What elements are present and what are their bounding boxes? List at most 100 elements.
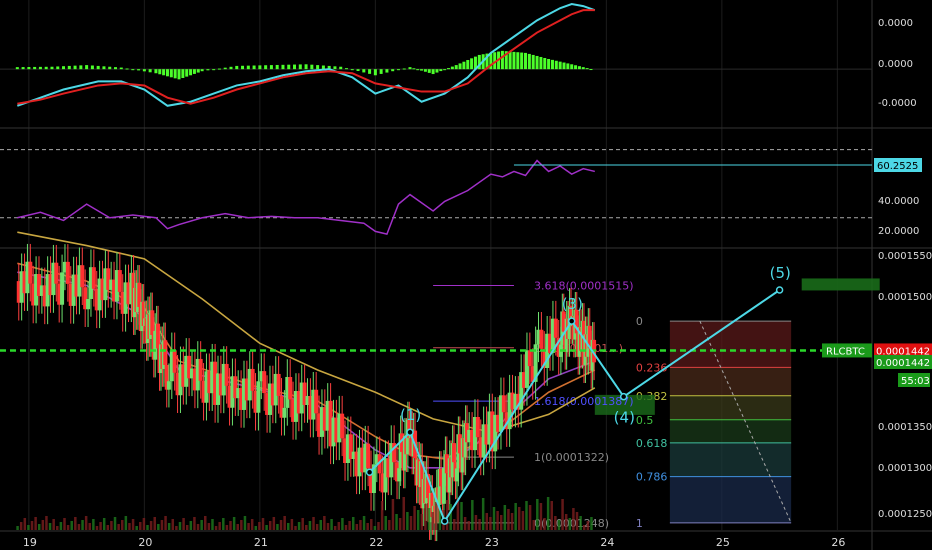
candle-body	[319, 407, 324, 437]
volume-bar	[88, 523, 92, 530]
rsi-y-tick-label: 40.0000	[878, 196, 919, 207]
volume-bar	[478, 519, 481, 530]
candle-body	[496, 414, 501, 432]
volume-bar	[359, 520, 362, 530]
volume-bar	[550, 501, 553, 530]
candle-body	[54, 262, 59, 284]
candle-body	[457, 434, 462, 454]
volume-bar	[294, 526, 297, 530]
volume-bar	[507, 509, 510, 530]
macd-histogram-bar	[298, 64, 302, 70]
candle-body	[71, 274, 76, 306]
volume-bar	[247, 523, 250, 530]
volume-bar	[305, 525, 308, 530]
candle-body	[178, 364, 183, 396]
candle-body	[80, 265, 85, 288]
volume-bar	[572, 508, 575, 530]
macd-histogram-bar	[527, 53, 531, 70]
macd-histogram-bar	[212, 69, 216, 71]
macd-histogram-bar	[62, 66, 66, 70]
macd-histogram-bar	[470, 58, 474, 70]
macd-y-tick-label: 0.0000	[878, 59, 913, 70]
volume-bar	[290, 519, 294, 530]
elliott-wave-label: (3)	[562, 295, 583, 313]
macd-histogram-bar	[185, 69, 189, 77]
candle-body	[267, 383, 272, 415]
candle-body	[548, 333, 553, 353]
volume-bar	[489, 517, 492, 530]
volume-bar	[146, 525, 149, 530]
volume-bar	[373, 526, 377, 530]
x-tick-label: 23	[485, 536, 499, 549]
candle-body	[150, 310, 155, 335]
fib-retracement-band	[669, 476, 792, 523]
candle-body	[94, 288, 99, 311]
macd-histogram-bar	[550, 59, 554, 70]
fib-extension-label: 1(0.0001322)	[534, 451, 609, 464]
macd-histogram-bar	[223, 67, 227, 70]
volume-bar	[546, 497, 550, 530]
macd-histogram-bar	[396, 69, 400, 71]
volume-bar	[536, 499, 539, 530]
candle-body	[493, 414, 498, 452]
candle-body	[120, 291, 125, 314]
candle-body	[369, 468, 374, 493]
volume-bar	[63, 518, 66, 530]
volume-bar	[106, 525, 110, 530]
candle-body	[91, 267, 96, 289]
fib-retracement-label: 0.236	[636, 361, 668, 374]
candle-body	[386, 458, 391, 478]
macd-histogram-bar	[416, 69, 420, 71]
candle-body	[444, 454, 449, 474]
candle-body	[299, 382, 304, 414]
macd-histogram-bar	[385, 69, 389, 73]
fib-retracement-label: 0.786	[636, 471, 668, 484]
volume-bar	[240, 520, 243, 530]
volume-bar	[409, 516, 413, 530]
macd-histogram-bar	[321, 65, 325, 70]
candle-body	[100, 278, 105, 301]
macd-histogram-bar	[508, 51, 512, 70]
rsi-value-label: 60.2525	[877, 161, 918, 172]
macd-histogram-bar	[125, 68, 129, 70]
candle-body	[233, 376, 238, 399]
macd-histogram-bar	[264, 65, 268, 70]
rsi-value-tag	[874, 158, 922, 172]
candle-body	[172, 350, 177, 373]
elliott-wave-point	[619, 392, 628, 401]
macd-histogram-bar	[439, 69, 443, 72]
volume-bar	[232, 517, 236, 530]
price-y-tick-label: 0.0001550	[878, 251, 932, 262]
candle-body	[542, 348, 547, 368]
candle-body	[530, 366, 535, 382]
candle-body	[561, 311, 566, 332]
candle-body	[163, 340, 168, 365]
fib-retracement-label: 0.5	[636, 414, 654, 427]
macd-histogram-bar	[27, 67, 31, 70]
volume-bar	[330, 519, 333, 530]
candle-body	[262, 371, 267, 394]
candle-body	[366, 443, 371, 469]
candle-body	[348, 434, 353, 459]
volume-bar	[37, 524, 41, 530]
macd-histogram-bar	[137, 69, 141, 71]
macd-histogram-bar	[512, 51, 516, 70]
volume-bar	[377, 522, 380, 530]
volume-bar	[41, 520, 45, 530]
volume-bar	[276, 524, 279, 530]
candle-body	[305, 396, 310, 405]
volume-bar	[301, 518, 304, 530]
volume-bar	[171, 519, 175, 530]
candle-body	[210, 361, 215, 394]
candle-body	[181, 364, 186, 387]
volume-bar	[427, 508, 431, 530]
candle-body	[83, 287, 88, 310]
volume-bar	[525, 501, 528, 530]
candle-body	[65, 261, 70, 284]
candle-body	[397, 468, 402, 482]
fib-extension-label: 1.618(0.0001387)	[534, 395, 634, 408]
volume-bar	[514, 503, 517, 530]
volume-bar	[95, 526, 99, 530]
candle-body	[103, 268, 108, 301]
